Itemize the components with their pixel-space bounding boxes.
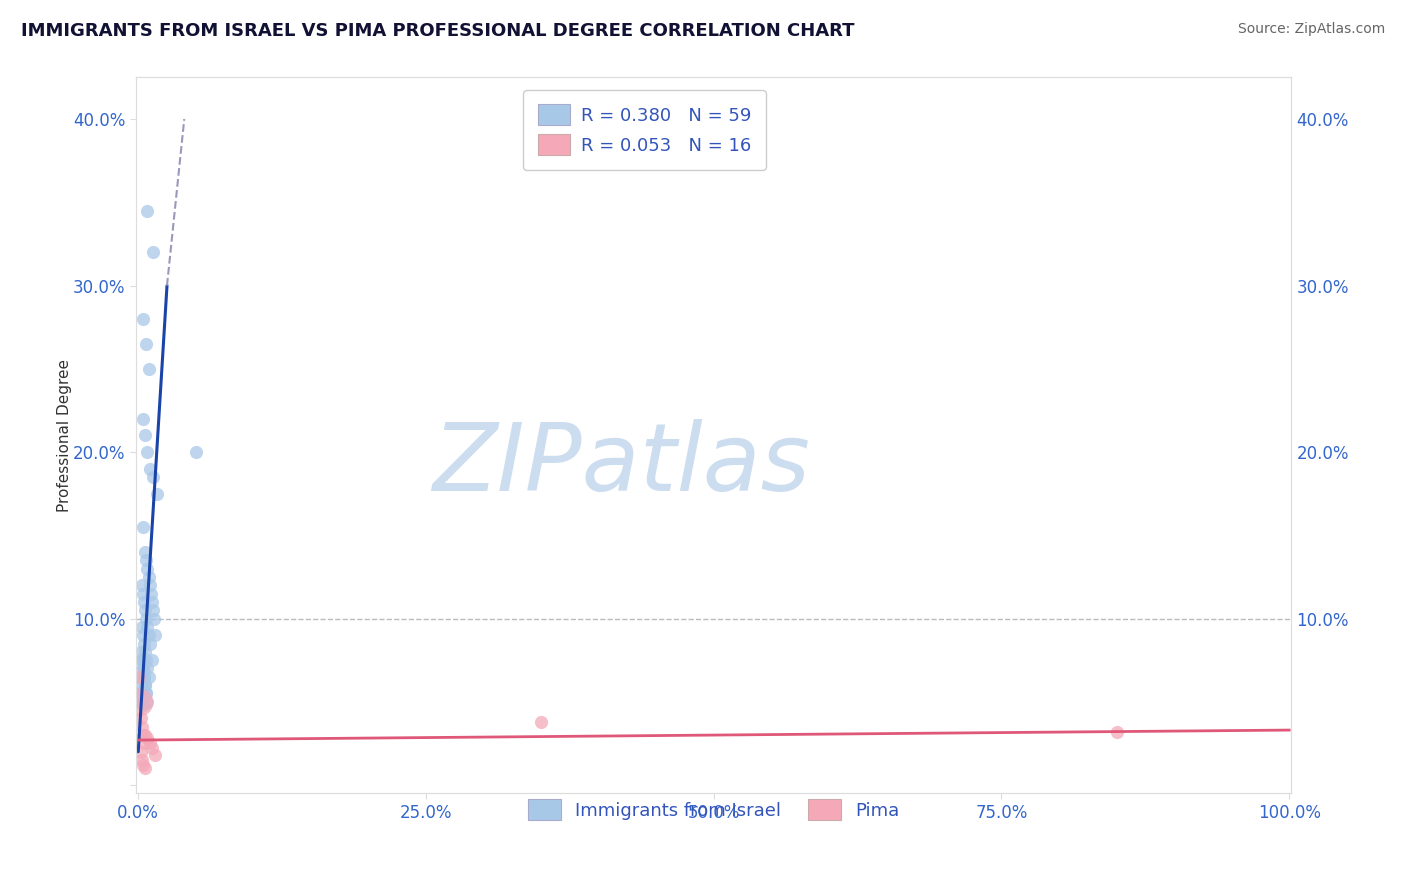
Point — [138, 361, 160, 376]
Point — [139, 736, 162, 750]
Point — [135, 611, 157, 625]
Point — [142, 245, 165, 260]
Point — [134, 678, 156, 692]
Point — [142, 603, 165, 617]
Point — [136, 203, 159, 218]
Point — [132, 661, 155, 675]
Point — [132, 661, 155, 675]
Point — [136, 620, 159, 634]
Point — [132, 520, 155, 534]
Point — [132, 670, 155, 684]
Point — [132, 728, 155, 742]
Point — [128, 686, 150, 700]
Point — [131, 695, 153, 709]
Point — [1105, 724, 1128, 739]
Point — [132, 636, 155, 650]
Point — [184, 445, 207, 459]
Point — [132, 698, 155, 712]
Point — [135, 686, 157, 700]
Point — [131, 753, 153, 767]
Point — [145, 628, 167, 642]
Point — [136, 561, 159, 575]
Point — [139, 636, 162, 650]
Point — [134, 545, 156, 559]
Point — [129, 695, 152, 709]
Point — [131, 653, 153, 667]
Point — [145, 486, 167, 500]
Point — [135, 653, 157, 667]
Point — [139, 461, 162, 475]
Point — [141, 741, 163, 756]
Text: IMMIGRANTS FROM ISRAEL VS PIMA PROFESSIONAL DEGREE CORRELATION CHART: IMMIGRANTS FROM ISRAEL VS PIMA PROFESSIO… — [21, 22, 855, 40]
Point — [136, 445, 159, 459]
Legend: Immigrants from Israel, Pima: Immigrants from Israel, Pima — [513, 785, 914, 834]
Point — [143, 611, 166, 625]
Point — [134, 428, 156, 442]
Point — [141, 595, 163, 609]
Point — [128, 695, 150, 709]
Point — [530, 714, 553, 729]
Point — [132, 758, 155, 772]
Point — [132, 586, 155, 600]
Point — [138, 570, 160, 584]
Point — [134, 761, 156, 775]
Point — [131, 678, 153, 692]
Point — [139, 586, 162, 600]
Point — [136, 661, 159, 675]
Point — [131, 653, 153, 667]
Text: Source: ZipAtlas.com: Source: ZipAtlas.com — [1237, 22, 1385, 37]
Point — [129, 711, 152, 725]
Point — [132, 670, 155, 684]
Point — [135, 686, 157, 700]
Point — [129, 745, 152, 759]
Point — [134, 728, 156, 742]
Point — [129, 686, 152, 700]
Point — [138, 628, 160, 642]
Point — [129, 645, 152, 659]
Point — [136, 695, 159, 709]
Point — [132, 736, 155, 750]
Point — [129, 670, 152, 684]
Point — [132, 628, 155, 642]
Point — [139, 578, 162, 592]
Point — [132, 311, 155, 326]
Point — [132, 411, 155, 425]
Point — [134, 678, 156, 692]
Point — [132, 595, 155, 609]
Point — [135, 553, 157, 567]
Point — [136, 731, 159, 746]
Point — [134, 603, 156, 617]
Point — [138, 670, 160, 684]
Point — [131, 578, 153, 592]
Text: ZIPatlas: ZIPatlas — [432, 418, 810, 509]
Y-axis label: Professional Degree: Professional Degree — [58, 359, 72, 512]
Point — [131, 720, 153, 734]
Point — [142, 470, 165, 484]
Point — [134, 645, 156, 659]
Point — [145, 747, 167, 762]
Point — [135, 336, 157, 351]
Point — [131, 620, 153, 634]
Point — [128, 670, 150, 684]
Point — [141, 653, 163, 667]
